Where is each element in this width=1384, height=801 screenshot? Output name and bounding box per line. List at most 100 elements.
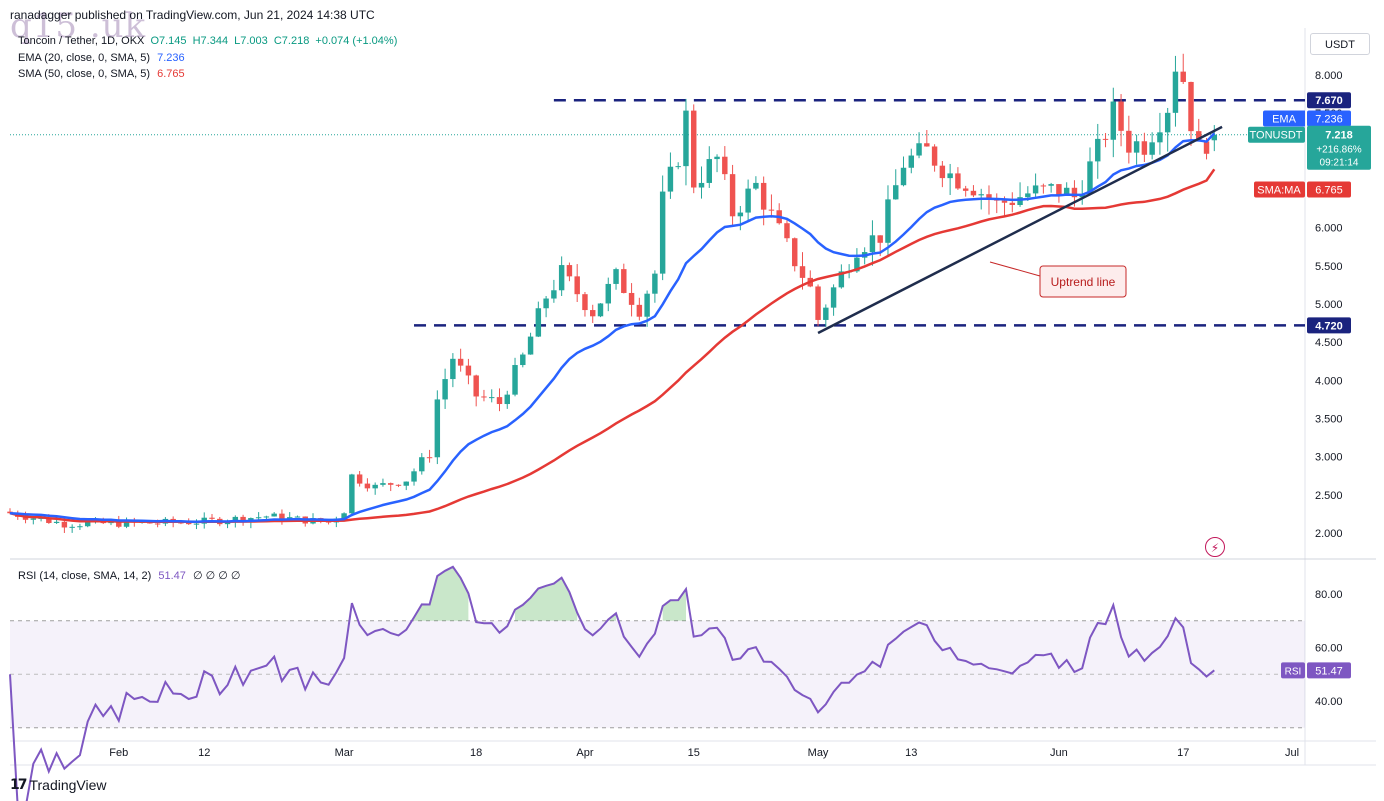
- ema-value-tag: [1307, 110, 1351, 127]
- candle-body: [1172, 71, 1179, 113]
- candle-body: [893, 185, 899, 200]
- candle-body: [46, 517, 52, 523]
- candle-body: [84, 522, 91, 527]
- candle-body: [722, 156, 728, 175]
- candle-body: [1133, 141, 1140, 153]
- candle-body: [1009, 202, 1016, 205]
- sma-name-text: SMA:MA: [1257, 185, 1301, 197]
- candle-body: [745, 188, 751, 213]
- candle-body: [978, 194, 984, 196]
- low-value: L7.003: [234, 35, 268, 47]
- candle-body: [473, 375, 479, 397]
- candle-body: [465, 365, 472, 376]
- candle-body: [644, 293, 650, 317]
- candle-body: [1001, 200, 1008, 203]
- lightning-icon[interactable]: ⚡: [1205, 537, 1225, 557]
- candle-body: [652, 273, 658, 294]
- candle-body: [240, 516, 246, 523]
- rsi-legend[interactable]: RSI (14, close, SMA, 14, 2) 51.47 ∅ ∅ ∅ …: [18, 569, 240, 582]
- candle-body: [613, 269, 619, 284]
- candle-body: [753, 182, 759, 189]
- symbol-legend[interactable]: Toncoin / Tether, 1D, OKX O7.145 H7.344 …: [18, 35, 397, 47]
- candle-body: [1110, 101, 1117, 140]
- candle-body: [442, 379, 448, 400]
- ema-label: EMA (20, close, 0, SMA, 5): [18, 52, 151, 64]
- candle-body: [1203, 141, 1210, 154]
- candle-body: [792, 238, 798, 267]
- candle-body: [1188, 81, 1194, 132]
- sma-legend[interactable]: SMA (50, close, 0, SMA, 5) 6.765: [18, 68, 185, 80]
- candle-body: [885, 199, 891, 243]
- candle-body: [1149, 142, 1155, 155]
- high-value: H7.344: [192, 35, 229, 47]
- uptrend-line: [817, 125, 1223, 335]
- candle-body: [403, 481, 409, 486]
- candle-body: [737, 212, 744, 217]
- candle-body: [628, 292, 635, 305]
- rsi-overbought-fill: [414, 566, 469, 621]
- uptrend-callout-text: Uptrend line: [1051, 275, 1116, 289]
- price-tick-label: 6.000: [1315, 223, 1343, 235]
- candle-body: [706, 159, 712, 183]
- candle-body: [955, 173, 961, 189]
- candle-body: [364, 483, 371, 489]
- candle-body: [543, 298, 549, 309]
- price-tick-label: 5.000: [1315, 299, 1343, 311]
- candle-body: [675, 166, 681, 168]
- ema-legend[interactable]: EMA (20, close, 0, SMA, 5) 7.236: [18, 52, 185, 64]
- candle-body: [1048, 184, 1054, 186]
- candle-body: [908, 155, 915, 168]
- rsi-legend-extra: ∅ ∅ ∅ ∅: [192, 570, 241, 582]
- candle-body: [597, 303, 604, 317]
- currency-selector[interactable]: USDT: [1310, 33, 1370, 55]
- time-tick-label: May: [808, 747, 829, 759]
- sma-value-text: 6.765: [1315, 185, 1343, 197]
- candle-body: [193, 523, 200, 525]
- candle-body: [823, 307, 829, 320]
- candle-body: [457, 358, 464, 366]
- candle-body: [520, 354, 526, 366]
- sma-legend-value: 6.765: [157, 68, 185, 80]
- ema-name-box: [1263, 110, 1305, 127]
- candle-body: [1056, 184, 1062, 195]
- rsi-value-tag: [1307, 662, 1351, 679]
- candle-body: [232, 516, 239, 522]
- candle-body: [698, 182, 705, 188]
- candle-body: [768, 209, 775, 211]
- rsi-legend-value: 51.47: [158, 570, 186, 582]
- level-tag-text-7.670: 7.670: [1315, 95, 1343, 107]
- candle-body: [178, 522, 184, 524]
- price-tick-label: 5.500: [1315, 261, 1343, 273]
- open-value: O7.145: [150, 35, 187, 47]
- candle-body: [970, 190, 977, 196]
- candle-body: [1164, 112, 1171, 133]
- candle-body: [527, 336, 534, 355]
- candle-body: [123, 520, 130, 527]
- candle-body: [574, 276, 580, 295]
- tradingview-logo[interactable]: 𝟭𝟳 TradingView: [10, 776, 107, 793]
- candle-body: [77, 526, 83, 528]
- candle-body: [1025, 193, 1031, 198]
- candle-body: [900, 167, 907, 186]
- candle-body: [154, 523, 161, 525]
- candle-body: [255, 517, 262, 519]
- sma-name-tag: [1254, 181, 1305, 198]
- price-tick-label: 2.000: [1315, 528, 1343, 540]
- candle-body: [411, 471, 417, 482]
- ema-value-text: 7.236: [1315, 114, 1343, 126]
- candles-group: [7, 53, 1218, 533]
- candle-body: [1211, 134, 1218, 141]
- level-tag-7.670: [1307, 92, 1351, 109]
- candle-body: [1071, 187, 1078, 198]
- rsi-name-tag: [1281, 662, 1305, 679]
- candle-body: [605, 283, 611, 304]
- candle-body: [356, 474, 363, 484]
- symbol-name-text: TONUSDT: [1250, 130, 1303, 142]
- candle-body: [729, 174, 736, 217]
- candle-body: [1040, 185, 1047, 187]
- uptrend-callout-box: [1039, 265, 1127, 298]
- candle-body: [1032, 185, 1039, 194]
- time-tick-label: 13: [905, 747, 917, 759]
- candle-body: [395, 484, 402, 486]
